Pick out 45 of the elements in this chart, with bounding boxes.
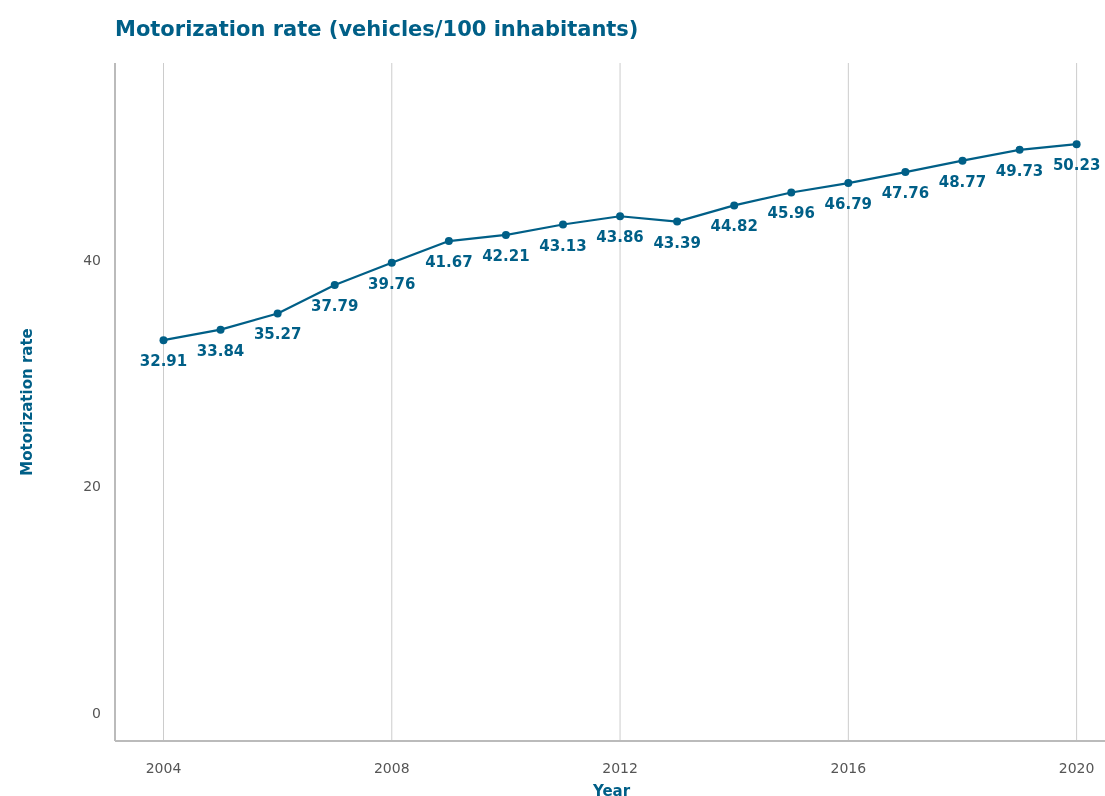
- x-tick-label: 2008: [373, 760, 410, 776]
- data-label: 45.96: [767, 204, 815, 223]
- point: [501, 230, 510, 239]
- y-tick-label: 20: [83, 478, 101, 495]
- point: [1072, 140, 1081, 149]
- y-axis-title: Motorization rate: [18, 328, 36, 476]
- chart-title: Motorization rate (vehicles/100 inhabitants): [115, 17, 639, 41]
- data-label: 32.91: [139, 352, 188, 371]
- data-label: 44.82: [710, 217, 758, 236]
- point: [844, 179, 853, 188]
- data-label: 35.27: [253, 325, 302, 344]
- point: [216, 325, 225, 334]
- point: [958, 156, 967, 165]
- point: [673, 217, 682, 226]
- point: [273, 309, 282, 318]
- data-label: 46.79: [824, 195, 873, 214]
- data-label: 47.76: [881, 184, 930, 203]
- point: [444, 237, 453, 246]
- data-label: 42.21: [482, 246, 530, 265]
- point: [616, 212, 625, 221]
- data-label: 37.79: [310, 296, 359, 315]
- x-tick-label: 2004: [145, 760, 182, 776]
- x-tick-label: 2012: [602, 760, 638, 776]
- data-label: 43.39: [653, 233, 701, 252]
- data-label: 43.86: [596, 228, 644, 247]
- data-label: 43.13: [539, 236, 587, 255]
- x-tick-label: 2020: [1058, 760, 1095, 776]
- point: [1015, 145, 1024, 154]
- x-tick-label: 2016: [830, 760, 867, 776]
- data-label: 50.23: [1052, 156, 1101, 175]
- point: [387, 258, 396, 267]
- point: [787, 188, 796, 197]
- data-label: 41.67: [425, 253, 473, 272]
- data-label: 49.73: [995, 161, 1044, 180]
- y-tick-label: 0: [92, 704, 101, 721]
- x-axis-title: Year: [591, 782, 631, 796]
- point: [730, 201, 739, 210]
- y-tick-label: 40: [83, 251, 101, 268]
- point: [330, 280, 339, 289]
- point: [901, 168, 910, 177]
- data-label: 48.77: [938, 172, 987, 191]
- data-label: 33.84: [196, 341, 245, 360]
- point: [159, 336, 168, 345]
- point: [558, 220, 567, 229]
- data-label: 39.76: [368, 274, 416, 293]
